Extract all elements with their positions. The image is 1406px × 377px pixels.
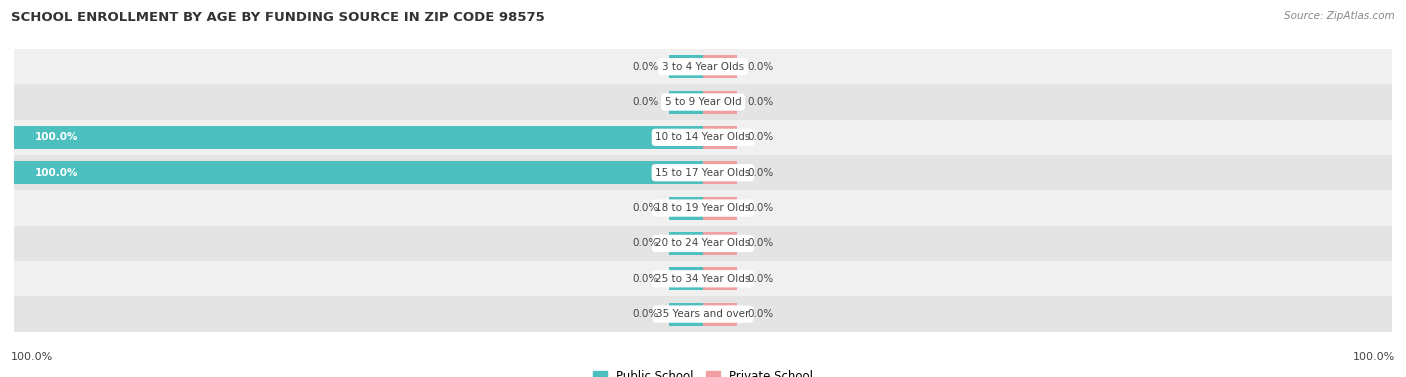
Bar [14,296,1392,332]
Bar [669,232,703,255]
Text: 20 to 24 Year Olds: 20 to 24 Year Olds [655,238,751,248]
Bar [14,126,703,149]
Text: SCHOOL ENROLLMENT BY AGE BY FUNDING SOURCE IN ZIP CODE 98575: SCHOOL ENROLLMENT BY AGE BY FUNDING SOUR… [11,11,546,24]
Text: 5 to 9 Year Old: 5 to 9 Year Old [665,97,741,107]
Text: 10 to 14 Year Olds: 10 to 14 Year Olds [655,132,751,143]
Text: 0.0%: 0.0% [631,62,658,72]
Bar [703,90,738,113]
Bar [669,55,703,78]
Text: 0.0%: 0.0% [631,97,658,107]
Text: 100.0%: 100.0% [11,352,53,362]
Bar [703,55,738,78]
Text: 0.0%: 0.0% [631,309,658,319]
Text: 0.0%: 0.0% [748,168,775,178]
Text: 0.0%: 0.0% [748,309,775,319]
Text: 0.0%: 0.0% [631,238,658,248]
Text: 100.0%: 100.0% [35,132,79,143]
Text: 0.0%: 0.0% [631,203,658,213]
Bar [14,84,1392,120]
Bar [703,161,738,184]
Text: 0.0%: 0.0% [631,274,658,284]
Bar [703,267,738,290]
Bar [703,196,738,219]
Bar [669,303,703,326]
Bar [669,90,703,113]
Text: Source: ZipAtlas.com: Source: ZipAtlas.com [1284,11,1395,21]
Text: 15 to 17 Year Olds: 15 to 17 Year Olds [655,168,751,178]
Bar [14,190,1392,226]
Legend: Public School, Private School: Public School, Private School [588,366,818,377]
Bar [703,126,738,149]
Text: 0.0%: 0.0% [748,238,775,248]
Text: 100.0%: 100.0% [35,168,79,178]
Bar [703,232,738,255]
Bar [14,226,1392,261]
Text: 0.0%: 0.0% [748,203,775,213]
Bar [669,196,703,219]
Text: 25 to 34 Year Olds: 25 to 34 Year Olds [655,274,751,284]
Text: 0.0%: 0.0% [748,97,775,107]
Text: 100.0%: 100.0% [1353,352,1395,362]
Bar [14,155,1392,190]
Bar [14,49,1392,84]
Text: 0.0%: 0.0% [748,62,775,72]
Text: 3 to 4 Year Olds: 3 to 4 Year Olds [662,62,744,72]
Text: 0.0%: 0.0% [748,132,775,143]
Text: 18 to 19 Year Olds: 18 to 19 Year Olds [655,203,751,213]
Bar [14,120,1392,155]
Text: 35 Years and over: 35 Years and over [657,309,749,319]
Bar [703,303,738,326]
Text: 0.0%: 0.0% [748,274,775,284]
Bar [14,261,1392,296]
Bar [14,161,703,184]
Bar [669,267,703,290]
